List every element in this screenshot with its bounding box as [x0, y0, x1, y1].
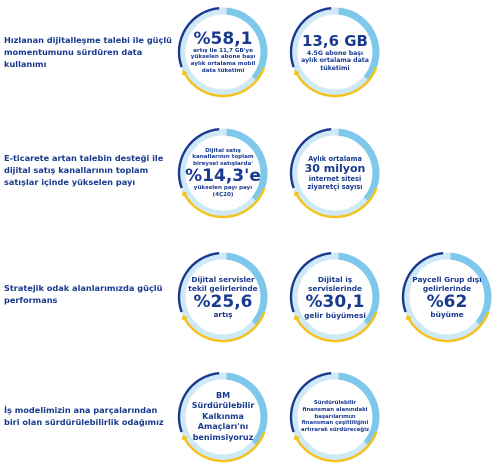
stat-description: Sürdürülebilir finansman alanındaki başa…	[300, 400, 370, 434]
stat-top-text: Paycell Grup dışı gelirlerinde	[412, 275, 482, 293]
stat-circle-data-growth: %58,1 artış ile 11,7 GB'ye yükselen abon…	[174, 3, 272, 101]
ring-graphic	[177, 127, 268, 219]
ring-graphic	[289, 6, 380, 98]
stat-bottom-text: gelir büyümesi	[304, 310, 366, 320]
ring-graphic	[177, 251, 268, 343]
stat-circle-sustainable-finance: Sürdürülebilir finansman alanındaki başa…	[286, 368, 384, 466]
stat-value: %58,1	[193, 28, 253, 49]
row-label-data-usage: Hızlanan dijitalleşme talebi ile güçlü m…	[4, 35, 172, 69]
stat-value: 30 milyon	[304, 162, 366, 175]
stat-bottom-text: yükselen payı payı (4Ç20)	[193, 185, 253, 198]
stat-top-text: Aylık ortalama	[308, 155, 362, 163]
row-label-digital-sales: E-ticarete artan talebin desteği ile dij…	[4, 153, 164, 187]
stat-circle-un-sdg: BM Sürdürülebilir Kalkınma Amaçları'nı b…	[174, 368, 272, 466]
ring-graphic	[289, 127, 380, 219]
stat-value: %30,1	[305, 291, 365, 312]
stat-bottom-text: internet sitesi ziyaretçi sayısı	[307, 175, 363, 191]
stat-circle-digital-sales-share: Dijital satış kanallarının toplam bireys…	[174, 124, 272, 222]
stat-top-text: Dijital iş servislerinde	[307, 274, 363, 293]
stat-top-text: Dijital satış kanallarının toplam bireys…	[192, 147, 254, 167]
stat-bottom-text: büyüme	[430, 310, 464, 319]
stat-value: %14,3'e	[185, 166, 261, 187]
stat-description: 4.5G abone başı aylık ortalama data tüke…	[301, 49, 369, 72]
ring-graphic	[401, 251, 492, 343]
stat-description: artış ile 11,7 GB'ye yükselen abone başı…	[190, 47, 256, 74]
ring-graphic	[289, 251, 380, 343]
ring-graphic	[177, 371, 268, 463]
stat-description: BM Sürdürülebilir Kalkınma Amaçları'nı b…	[191, 390, 255, 442]
stat-circle-paycell: Paycell Grup dışı gelirlerinde %62 büyüm…	[398, 248, 496, 346]
stat-bottom-text: artış	[213, 310, 233, 319]
stat-value: %25,6	[193, 292, 253, 312]
stat-value: %62	[426, 292, 468, 312]
ring-graphic	[177, 6, 268, 98]
stat-circle-digital-business: Dijital iş servislerinde %30,1 gelir büy…	[286, 248, 384, 346]
stat-value: 13,6 GB	[302, 31, 368, 50]
stat-top-text: Dijital servisler tekil gelirlerinde	[188, 275, 258, 293]
ring-graphic	[289, 371, 380, 463]
stat-circle-digital-services: Dijital servisler tekil gelirlerinde %25…	[174, 248, 272, 346]
stat-circle-45g-data: 13,6 GB 4.5G abone başı aylık ortalama d…	[286, 3, 384, 101]
row-label-sustainability: İş modelimizin ana parçalarından biri ol…	[4, 405, 164, 427]
stat-circle-site-visitors: Aylık ortalama 30 milyon internet sitesi…	[286, 124, 384, 222]
row-label-strategic-focus: Stratejik odak alanlarımızda güçlü perfo…	[4, 283, 163, 305]
